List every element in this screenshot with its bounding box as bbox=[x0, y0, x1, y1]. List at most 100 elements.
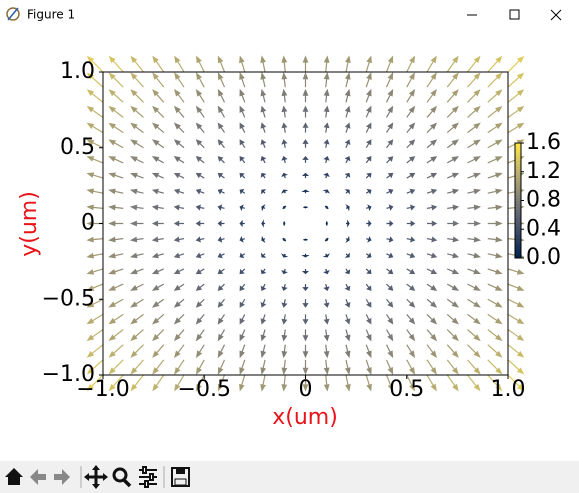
arrow bbox=[365, 252, 372, 259]
home-button[interactable] bbox=[5, 468, 23, 485]
arrow bbox=[323, 299, 330, 308]
arrow bbox=[406, 374, 415, 392]
colorbar-tick-label: 0.4 bbox=[526, 216, 561, 241]
arrow bbox=[86, 156, 104, 164]
arrow bbox=[507, 55, 525, 73]
arrow bbox=[217, 72, 226, 88]
arrow bbox=[426, 72, 437, 88]
arrow bbox=[130, 89, 144, 103]
close-button[interactable] bbox=[550, 9, 562, 21]
colorbar-segment bbox=[515, 194, 521, 199]
arrow bbox=[406, 268, 416, 275]
arrow bbox=[467, 220, 482, 227]
arrow bbox=[130, 344, 144, 358]
arrow bbox=[324, 205, 329, 210]
arrow bbox=[108, 156, 124, 164]
arrow bbox=[261, 219, 265, 228]
arrow bbox=[487, 122, 503, 134]
arrow bbox=[507, 268, 525, 275]
arrow bbox=[217, 88, 226, 103]
back-button[interactable] bbox=[30, 469, 46, 485]
y-tick-label: 0.5 bbox=[60, 135, 95, 160]
arrow bbox=[151, 236, 164, 243]
arrow bbox=[281, 344, 288, 359]
arrow bbox=[260, 105, 267, 118]
arrow bbox=[129, 220, 144, 227]
arrow bbox=[345, 235, 350, 243]
colorbar-segment bbox=[515, 237, 521, 242]
arrow bbox=[426, 236, 438, 243]
colorbar-segment bbox=[515, 145, 521, 150]
colorbar-segment bbox=[515, 168, 521, 173]
arrow bbox=[323, 105, 330, 118]
colorbar-segment bbox=[515, 223, 521, 227]
arrow bbox=[108, 283, 124, 291]
arrow bbox=[260, 156, 267, 164]
maximize-button[interactable] bbox=[509, 9, 520, 20]
arrow bbox=[406, 156, 416, 164]
configure-button[interactable] bbox=[139, 466, 157, 488]
arrow bbox=[86, 329, 104, 341]
arrow bbox=[260, 72, 267, 88]
arrow bbox=[281, 155, 288, 164]
arrow bbox=[217, 359, 226, 375]
arrow bbox=[260, 359, 267, 375]
arrow bbox=[260, 88, 267, 103]
arrow bbox=[173, 252, 185, 259]
arrow bbox=[217, 268, 225, 275]
zoom-button[interactable] bbox=[112, 467, 132, 488]
colorbar-segment bbox=[515, 171, 521, 176]
arrow bbox=[239, 359, 246, 375]
arrow bbox=[130, 329, 144, 342]
arrow bbox=[446, 89, 459, 103]
arrow bbox=[151, 283, 165, 291]
arrow bbox=[260, 344, 267, 359]
colorbar-tick-label: 1.6 bbox=[526, 130, 561, 155]
arrow bbox=[173, 298, 185, 308]
arrow bbox=[467, 172, 482, 179]
arrow bbox=[86, 236, 104, 243]
arrow bbox=[239, 283, 246, 291]
colorbar-segment bbox=[515, 191, 521, 196]
colorbar-segment bbox=[515, 243, 521, 247]
arrow bbox=[129, 172, 144, 179]
arrow bbox=[323, 359, 330, 375]
save-button[interactable] bbox=[171, 467, 190, 487]
arrow bbox=[426, 344, 437, 358]
arrow bbox=[108, 298, 124, 308]
arrow bbox=[174, 89, 185, 103]
arrow bbox=[323, 88, 330, 103]
colorbar-segment bbox=[515, 226, 521, 230]
arrow bbox=[386, 298, 394, 308]
arrow bbox=[108, 89, 124, 103]
arrow bbox=[302, 139, 309, 148]
arrow bbox=[239, 172, 246, 179]
arrow bbox=[487, 313, 503, 325]
arrow bbox=[386, 204, 394, 211]
arrow bbox=[406, 236, 416, 243]
arrow bbox=[281, 329, 288, 342]
arrow bbox=[344, 105, 351, 118]
arrow bbox=[386, 314, 394, 325]
arrow bbox=[365, 72, 372, 88]
colorbar-segment bbox=[515, 209, 521, 213]
y-tick-label: 1.0 bbox=[60, 59, 95, 84]
arrow bbox=[323, 374, 330, 392]
arrow bbox=[385, 374, 394, 392]
x-tick-label: 0.5 bbox=[389, 377, 424, 402]
arrow bbox=[239, 236, 245, 243]
arrow bbox=[130, 139, 144, 149]
arrow bbox=[195, 329, 205, 342]
forward-button[interactable] bbox=[54, 469, 70, 485]
arrow bbox=[239, 139, 246, 149]
pan-button[interactable] bbox=[84, 465, 108, 489]
app-icon bbox=[6, 7, 20, 21]
arrow bbox=[108, 359, 124, 375]
arrow bbox=[281, 139, 288, 148]
colorbar-segment bbox=[515, 180, 521, 184]
arrow bbox=[487, 220, 503, 227]
arrow bbox=[385, 88, 394, 103]
arrow bbox=[217, 314, 225, 325]
arrow bbox=[151, 204, 164, 211]
arrow bbox=[344, 139, 351, 148]
